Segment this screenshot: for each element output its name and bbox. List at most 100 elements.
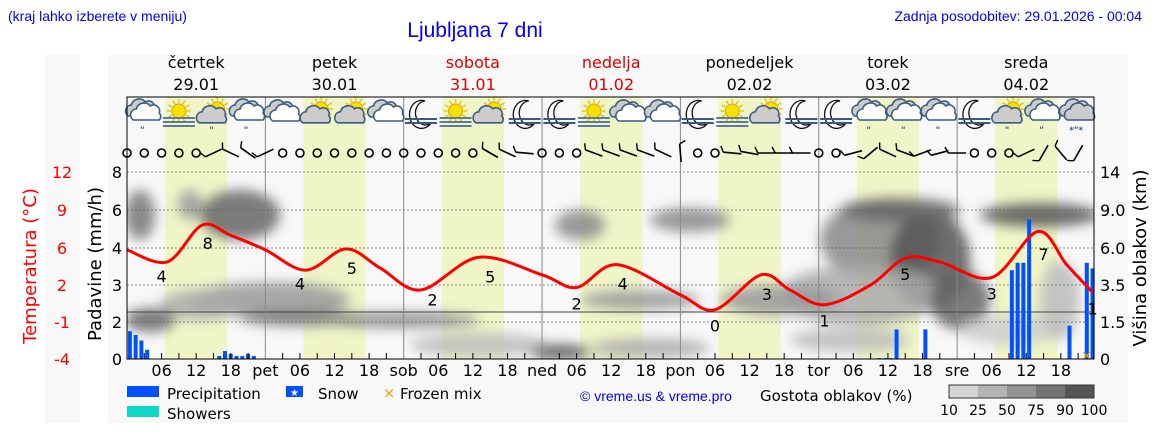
sun-fog-icon bbox=[716, 99, 749, 127]
page-title: Ljubljana 7 dni bbox=[407, 19, 542, 42]
sun-ray bbox=[583, 104, 588, 108]
calm-wind-icon bbox=[831, 148, 841, 158]
x-tick-label: 06 bbox=[566, 361, 586, 380]
wind-barb-icon bbox=[895, 143, 914, 157]
credit-link[interactable]: © vreme.us & vreme.pro bbox=[580, 388, 732, 404]
colorbar-tick-label: 75 bbox=[1027, 403, 1045, 419]
cloud-density-cell bbox=[720, 285, 840, 315]
calm-wind-icon bbox=[139, 148, 150, 158]
calm-wind-icon bbox=[692, 148, 703, 158]
cloud-density-cell bbox=[590, 338, 710, 358]
barb-feather bbox=[857, 155, 865, 160]
day-date: 03.02 bbox=[865, 75, 911, 94]
barb-shaft bbox=[723, 151, 742, 155]
sun-ray bbox=[168, 114, 173, 118]
sun-ray bbox=[587, 100, 591, 105]
calm-wind-icon bbox=[381, 148, 392, 158]
calm-wind-icon bbox=[468, 148, 478, 158]
precip-bar bbox=[1015, 262, 1020, 359]
x-tick-label: sob bbox=[390, 361, 418, 380]
day-name: nedelja bbox=[582, 53, 641, 72]
moon-fog-icon bbox=[404, 99, 437, 130]
colorbar-cell bbox=[978, 385, 1007, 398]
sun-ray bbox=[738, 104, 743, 108]
rain-drops: " bbox=[866, 126, 871, 136]
wind-barb-icon bbox=[788, 146, 811, 154]
barb-shaft bbox=[879, 148, 897, 158]
barb-feather bbox=[199, 152, 206, 158]
barb-shaft bbox=[844, 149, 863, 157]
barb-feather bbox=[239, 141, 243, 148]
cloud-shape bbox=[333, 105, 366, 124]
legend-precipitation-label: Precipitation bbox=[167, 385, 261, 403]
snow-star-icon: ★ bbox=[290, 388, 299, 399]
colorbar-cell bbox=[1007, 385, 1036, 398]
sun-ray bbox=[345, 102, 350, 106]
x-tick-label: 12 bbox=[601, 361, 621, 380]
cloud-shape bbox=[649, 103, 682, 122]
frozen-mix-x-icon: × bbox=[383, 384, 396, 402]
x-tick-label: pet bbox=[252, 361, 278, 380]
wind-barb-icon bbox=[1012, 148, 1035, 158]
sun-ray bbox=[185, 104, 190, 108]
day-name: sreda bbox=[1004, 53, 1048, 72]
wind-barb-icon bbox=[738, 144, 759, 156]
colorbar-cell bbox=[949, 385, 978, 398]
rain-drops: " bbox=[1039, 126, 1044, 136]
wind-barb-icon bbox=[754, 146, 776, 154]
wind-barb-icon bbox=[654, 142, 672, 158]
sun-cloud-icon bbox=[299, 97, 334, 124]
cloud-shape bbox=[195, 105, 228, 124]
colorbar-tick-label: 25 bbox=[969, 403, 987, 419]
wind-barb-icon bbox=[239, 141, 256, 159]
barb-shaft bbox=[896, 149, 914, 157]
calm-wind-icon bbox=[364, 148, 374, 158]
precip-tick-label: 3 bbox=[112, 276, 122, 295]
sun-disc bbox=[724, 103, 740, 119]
calm-wind-icon bbox=[174, 148, 184, 158]
cloud-density-colorbar: 10 25 50 75 90 100 bbox=[940, 384, 1107, 419]
cloud-rain-icon: " bbox=[851, 98, 888, 136]
barb-shaft bbox=[1054, 145, 1068, 161]
day-headers: četrtek 29.01 petek 30.01 sobota 31.01 nedelja… bbox=[168, 53, 1049, 94]
menu-hint[interactable]: (kraj lahko izberete v meniju) bbox=[8, 8, 187, 24]
wind-barb-icon bbox=[251, 148, 274, 158]
temperature-label: 5 bbox=[485, 267, 495, 286]
barb-shaft bbox=[222, 148, 240, 158]
precip-bar bbox=[139, 340, 144, 359]
wind-barb-icon bbox=[1054, 139, 1068, 161]
sun-ray bbox=[735, 100, 739, 105]
barb-shaft bbox=[585, 149, 603, 157]
calm-wind-icon bbox=[433, 148, 444, 158]
sun-ray bbox=[327, 102, 332, 106]
cloud-density-cell bbox=[320, 312, 480, 328]
barb-shaft bbox=[1017, 148, 1035, 158]
rain-drops: *"* bbox=[1069, 126, 1083, 136]
precip-bar bbox=[1009, 270, 1014, 359]
barb-feather bbox=[512, 145, 517, 153]
temperature-tick-label: -1 bbox=[54, 313, 70, 332]
x-tick-label: 12 bbox=[739, 361, 759, 380]
weather-icons-row: " " " " " " " " *"* bbox=[124, 97, 1096, 136]
temperature-label: 1 bbox=[1087, 299, 1097, 318]
x-tick-label: pon bbox=[665, 361, 695, 380]
sun-cloud-icon bbox=[748, 97, 783, 124]
barb-feather bbox=[221, 142, 224, 150]
cloud-density-cell bbox=[410, 333, 550, 357]
cloud-density-cell bbox=[580, 290, 700, 310]
axes: 06 12 18 pet 06 12 18 sob 06 12 18 ned 06 12 18 pon 06 12… bbox=[52, 96, 1125, 380]
calm-wind-icon bbox=[156, 148, 167, 158]
barb-shaft bbox=[1072, 144, 1084, 162]
wind-barb-icon bbox=[199, 148, 222, 158]
sun-ray bbox=[362, 102, 367, 106]
sun-disc bbox=[171, 103, 187, 119]
rain-drops: " bbox=[140, 126, 145, 136]
barb-feather bbox=[1066, 159, 1074, 162]
sun-ray bbox=[172, 100, 176, 105]
day-name: torek bbox=[867, 53, 909, 72]
legend-snow-swatch bbox=[286, 386, 303, 397]
x-tick-label: tor bbox=[807, 361, 830, 380]
rain-drops: " bbox=[901, 126, 906, 136]
sun-ray bbox=[444, 114, 449, 118]
rain-drops: " bbox=[1005, 126, 1010, 136]
